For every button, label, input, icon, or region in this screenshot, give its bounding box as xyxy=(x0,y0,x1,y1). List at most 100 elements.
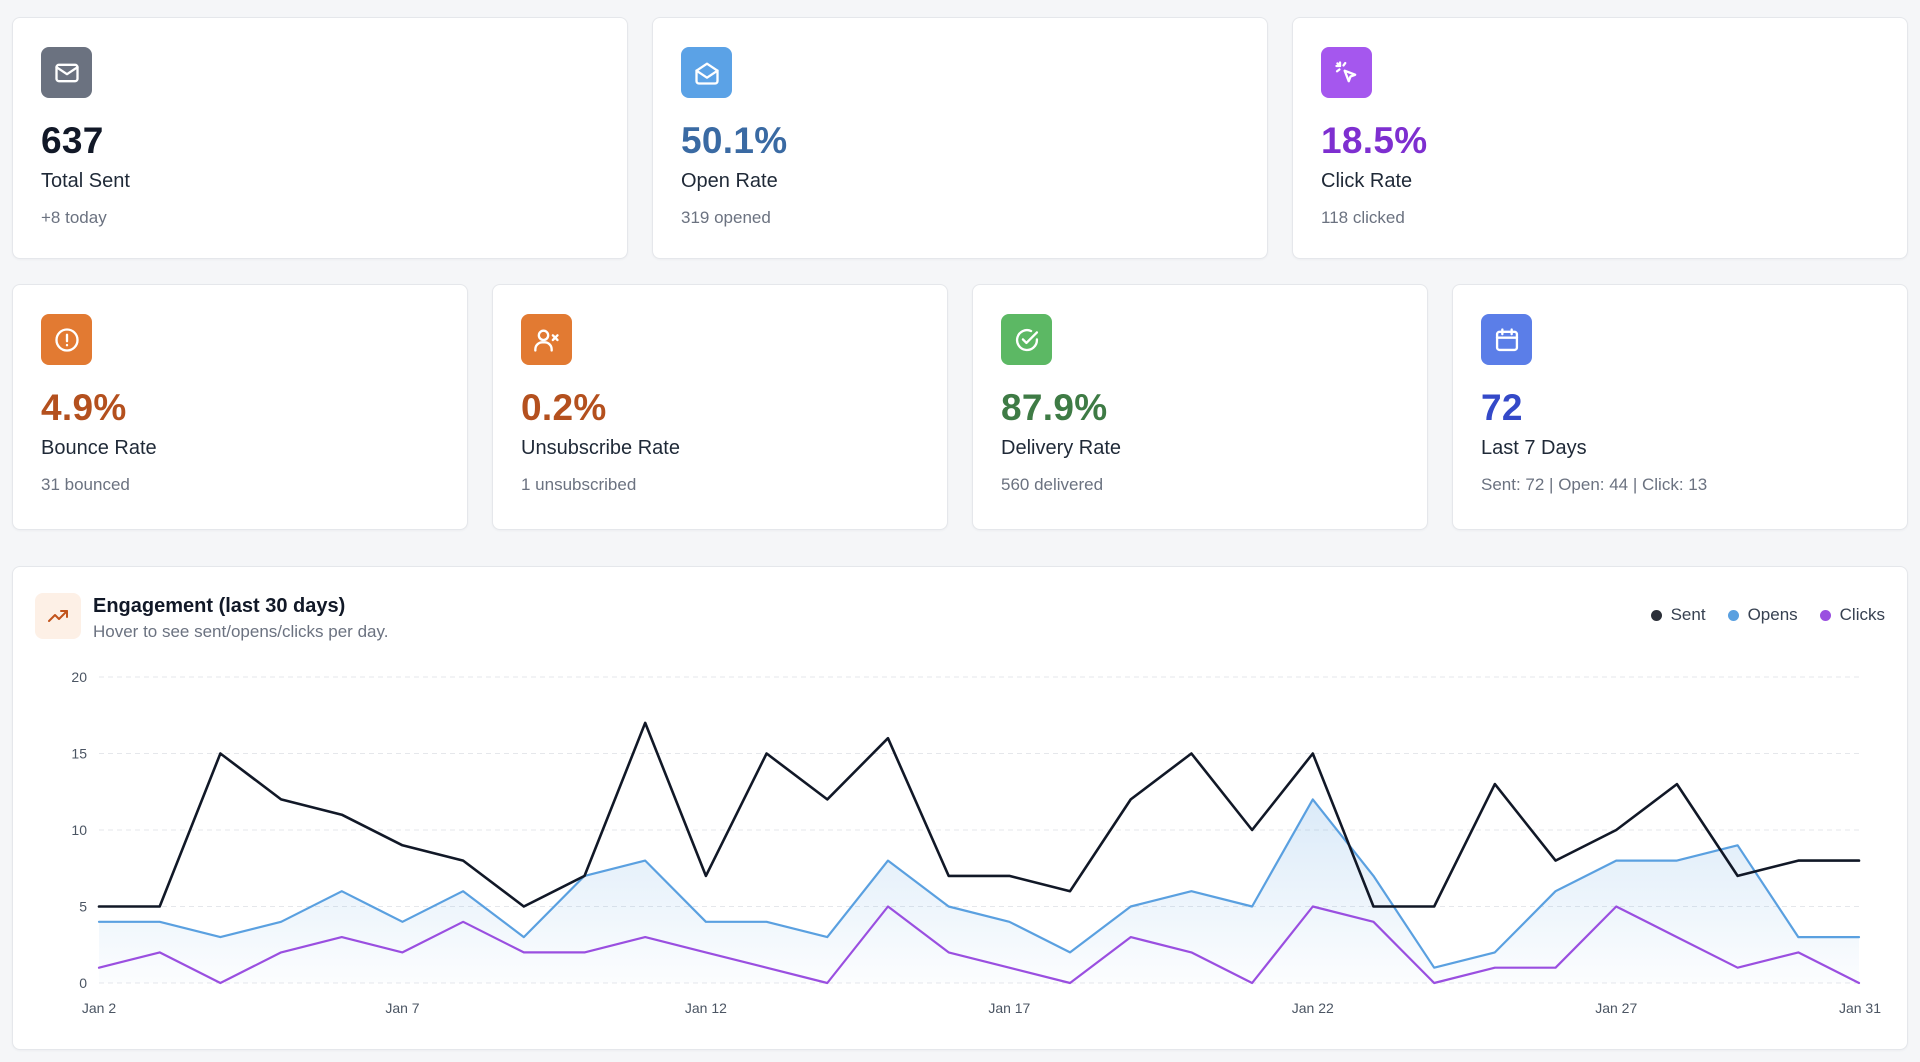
data-point-clicks[interactable] xyxy=(1246,977,1258,989)
data-point-opens[interactable] xyxy=(1428,962,1440,974)
data-point-sent[interactable] xyxy=(1367,901,1379,913)
data-point-opens[interactable] xyxy=(1307,793,1319,805)
data-point-opens[interactable] xyxy=(1064,946,1076,958)
data-point-clicks[interactable] xyxy=(518,946,530,958)
data-point-sent[interactable] xyxy=(1550,855,1562,867)
data-point-sent[interactable] xyxy=(1853,855,1865,867)
data-point-clicks[interactable] xyxy=(943,946,955,958)
stat-card-total-sent: 637 Total Sent +8 today xyxy=(12,17,628,259)
data-point-opens[interactable] xyxy=(1185,885,1197,897)
data-point-sent[interactable] xyxy=(1003,870,1015,882)
data-point-opens[interactable] xyxy=(1489,946,1501,958)
data-point-clicks[interactable] xyxy=(154,946,166,958)
stat-card-delivery-rate: 87.9% Delivery Rate 560 delivered xyxy=(972,284,1428,530)
calendar-icon xyxy=(1481,314,1532,365)
data-point-clicks[interactable] xyxy=(275,946,287,958)
data-point-clicks[interactable] xyxy=(1792,946,1804,958)
data-point-opens[interactable] xyxy=(882,855,894,867)
data-point-opens[interactable] xyxy=(457,885,469,897)
data-point-opens[interactable] xyxy=(1246,901,1258,913)
data-point-opens[interactable] xyxy=(93,916,105,928)
data-point-clicks[interactable] xyxy=(1610,901,1622,913)
data-point-sent[interactable] xyxy=(457,855,469,867)
data-point-sent[interactable] xyxy=(214,748,226,760)
data-point-opens[interactable] xyxy=(1125,901,1137,913)
legend-item-clicks[interactable]: Clicks xyxy=(1819,605,1885,625)
series-line-opens[interactable] xyxy=(97,798,1861,969)
data-point-clicks[interactable] xyxy=(396,946,408,958)
data-point-sent[interactable] xyxy=(93,901,105,913)
data-point-opens[interactable] xyxy=(396,916,408,928)
data-point-opens[interactable] xyxy=(275,916,287,928)
y-tick-label: 10 xyxy=(71,822,87,838)
data-point-opens[interactable] xyxy=(154,916,166,928)
data-point-sent[interactable] xyxy=(1732,870,1744,882)
data-point-sent[interactable] xyxy=(700,870,712,882)
data-point-opens[interactable] xyxy=(1610,855,1622,867)
data-point-sent[interactable] xyxy=(518,901,530,913)
data-point-sent[interactable] xyxy=(1307,748,1319,760)
data-point-sent[interactable] xyxy=(882,732,894,744)
data-point-opens[interactable] xyxy=(1367,870,1379,882)
data-point-opens[interactable] xyxy=(1671,855,1683,867)
data-point-clicks[interactable] xyxy=(1125,931,1137,943)
data-point-clicks[interactable] xyxy=(1064,977,1076,989)
data-point-sent[interactable] xyxy=(1185,748,1197,760)
legend-item-opens[interactable]: Opens xyxy=(1727,605,1798,625)
data-point-sent[interactable] xyxy=(154,901,166,913)
data-point-sent[interactable] xyxy=(1064,885,1076,897)
data-point-clicks[interactable] xyxy=(1671,931,1683,943)
data-point-sent[interactable] xyxy=(1489,778,1501,790)
data-point-clicks[interactable] xyxy=(639,931,651,943)
data-point-clicks[interactable] xyxy=(821,977,833,989)
data-point-sent[interactable] xyxy=(275,793,287,805)
data-point-sent[interactable] xyxy=(336,809,348,821)
data-point-sent[interactable] xyxy=(396,839,408,851)
data-point-sent[interactable] xyxy=(639,717,651,729)
data-point-sent[interactable] xyxy=(943,870,955,882)
data-point-clicks[interactable] xyxy=(457,916,469,928)
data-point-sent[interactable] xyxy=(1246,824,1258,836)
data-point-clicks[interactable] xyxy=(1307,901,1319,913)
data-point-opens[interactable] xyxy=(336,885,348,897)
data-point-sent[interactable] xyxy=(1428,901,1440,913)
data-point-sent[interactable] xyxy=(579,870,591,882)
data-point-sent[interactable] xyxy=(1610,824,1622,836)
series-line-sent[interactable] xyxy=(97,721,1861,908)
data-point-clicks[interactable] xyxy=(1428,977,1440,989)
data-point-opens[interactable] xyxy=(1792,931,1804,943)
data-point-opens[interactable] xyxy=(518,931,530,943)
data-point-opens[interactable] xyxy=(639,855,651,867)
data-point-clicks[interactable] xyxy=(93,962,105,974)
data-point-opens[interactable] xyxy=(1003,916,1015,928)
data-point-sent[interactable] xyxy=(761,748,773,760)
data-point-clicks[interactable] xyxy=(1550,962,1562,974)
data-point-clicks[interactable] xyxy=(700,946,712,958)
data-point-clicks[interactable] xyxy=(1489,962,1501,974)
data-point-opens[interactable] xyxy=(700,916,712,928)
engagement-line-chart[interactable]: 0 5 10 15 20 Jan 2 Jan 7 Jan 12 Jan 17 Jan 22 Jan … xyxy=(13,567,1907,1049)
data-point-clicks[interactable] xyxy=(1185,946,1197,958)
data-point-opens[interactable] xyxy=(1853,931,1865,943)
data-point-clicks[interactable] xyxy=(336,931,348,943)
series-line-clicks[interactable] xyxy=(97,905,1861,985)
data-point-sent[interactable] xyxy=(821,793,833,805)
data-point-sent[interactable] xyxy=(1792,855,1804,867)
data-point-sent[interactable] xyxy=(1671,778,1683,790)
data-point-clicks[interactable] xyxy=(1003,962,1015,974)
data-point-opens[interactable] xyxy=(1550,885,1562,897)
data-point-opens[interactable] xyxy=(1732,839,1744,851)
data-point-opens[interactable] xyxy=(214,931,226,943)
legend-item-sent[interactable]: Sent xyxy=(1650,605,1706,625)
data-point-opens[interactable] xyxy=(821,931,833,943)
data-point-clicks[interactable] xyxy=(579,946,591,958)
data-point-clicks[interactable] xyxy=(1732,962,1744,974)
data-point-opens[interactable] xyxy=(761,916,773,928)
data-point-clicks[interactable] xyxy=(1367,916,1379,928)
data-point-opens[interactable] xyxy=(943,901,955,913)
data-point-clicks[interactable] xyxy=(882,901,894,913)
data-point-clicks[interactable] xyxy=(214,977,226,989)
data-point-clicks[interactable] xyxy=(761,962,773,974)
data-point-clicks[interactable] xyxy=(1853,977,1865,989)
data-point-sent[interactable] xyxy=(1125,793,1137,805)
